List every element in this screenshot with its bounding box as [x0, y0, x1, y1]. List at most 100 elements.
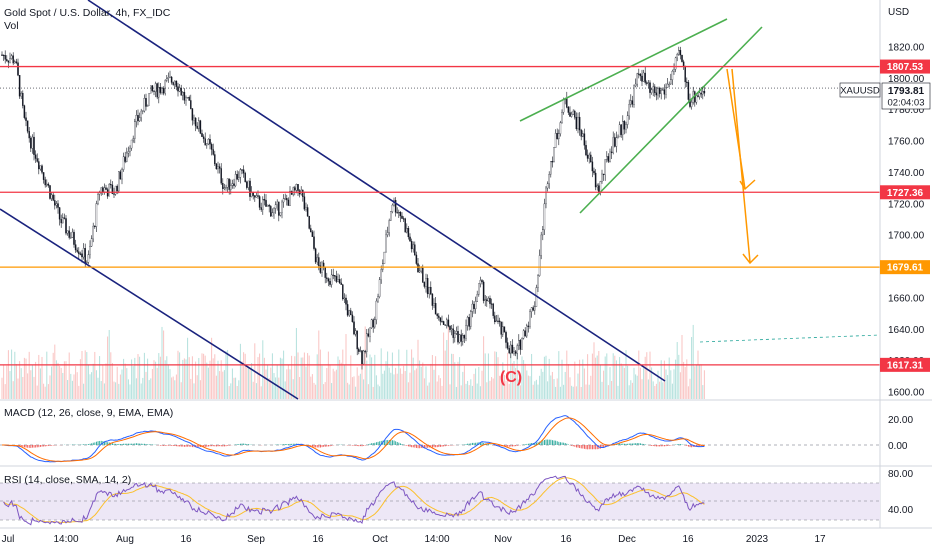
rsi-legend[interactable]: RSI (14, close, SMA, 14, 2)	[4, 474, 132, 486]
volume-bar	[623, 367, 625, 399]
macd-histogram-bar	[220, 445, 222, 447]
volume-bar	[12, 381, 14, 399]
candle-body	[156, 83, 158, 98]
candle-body	[118, 171, 120, 192]
level-tag	[880, 59, 930, 74]
candle-body	[342, 284, 344, 300]
volume-bar	[228, 386, 230, 399]
macd-pane[interactable]	[0, 415, 880, 463]
volume-bar	[351, 377, 353, 399]
price-axis[interactable]: USD 1820.001800.001780.001760.001740.001…	[880, 7, 930, 399]
volume-bar	[599, 364, 601, 399]
macd-legend[interactable]: MACD (12, 26, close, 9, EMA, EMA)	[4, 407, 174, 419]
candle-body	[81, 253, 83, 258]
macd-histogram-bar	[96, 441, 97, 445]
volume-bar	[323, 384, 325, 399]
volume-bar	[156, 367, 158, 399]
volume-bar	[655, 383, 657, 399]
candle-body	[615, 137, 618, 147]
candle-body	[673, 69, 675, 72]
macd-histogram-bar	[558, 441, 560, 445]
volume-bar	[118, 383, 120, 399]
volume-bar	[689, 378, 691, 399]
macd-histogram-bar	[580, 445, 582, 449]
volume-legend[interactable]: Vol	[4, 20, 19, 32]
candle-body	[374, 319, 376, 328]
volume-bar	[27, 373, 29, 399]
volume-bar	[276, 364, 278, 399]
volume-bar	[158, 353, 160, 399]
volume-bar	[185, 359, 187, 399]
channel-lower-line[interactable]	[0, 208, 299, 400]
candle-body	[161, 88, 163, 93]
volume-bar	[111, 363, 113, 399]
candle-body	[503, 326, 506, 333]
volume-bar	[14, 351, 16, 399]
macd-histogram-bar	[184, 445, 185, 447]
candle-body	[601, 173, 603, 182]
macd-histogram-bar	[489, 444, 491, 445]
candle-body	[257, 195, 259, 197]
candle-body	[516, 345, 518, 354]
volume-bar	[262, 340, 264, 399]
macd-histogram-bar	[409, 445, 411, 447]
macd-histogram-bar	[600, 445, 601, 449]
volume-bar	[356, 367, 358, 399]
candle-body	[644, 72, 646, 83]
candle-body	[12, 55, 14, 64]
candle-body	[505, 332, 507, 343]
volume-bar	[243, 352, 245, 399]
candle-body	[545, 187, 547, 205]
rsi-pane[interactable]	[0, 475, 880, 526]
wedge-upper-line[interactable]	[519, 18, 728, 122]
volume-bar	[516, 353, 518, 399]
candle-body	[198, 120, 200, 129]
candle-body	[174, 80, 176, 85]
volume-bar	[395, 367, 397, 399]
macd-histogram-bar	[83, 444, 85, 445]
macd-histogram-bar	[596, 445, 598, 450]
price-pane[interactable]: (C)	[0, 0, 881, 400]
wave-c-label: (C)	[500, 369, 522, 386]
volume-bar	[252, 381, 254, 399]
volume-bar	[212, 358, 214, 399]
candle-body	[114, 185, 117, 195]
candle-body	[452, 328, 454, 338]
symbol-title[interactable]: Gold Spot / U.S. Dollar, 4h, FX_IDC	[4, 7, 171, 19]
volume-bar	[446, 340, 448, 399]
candle-body	[223, 187, 226, 189]
volume-bar	[649, 351, 651, 399]
volume-bar	[527, 375, 529, 399]
candle-body	[577, 116, 579, 130]
volume-bar	[539, 375, 541, 399]
volume-bar	[374, 354, 376, 399]
projection-arrow-2[interactable]	[731, 68, 751, 263]
macd-histogram-bar	[680, 444, 681, 445]
macd-histogram-bar	[515, 445, 517, 447]
channel-upper-line[interactable]	[87, 0, 666, 382]
macd-histogram-bar	[100, 440, 102, 445]
macd-histogram-bar	[320, 445, 321, 448]
time-axis[interactable]: Jul 14:00 Aug 16 Sep 16 Oct 14:00 Nov 16 Dec 16 2023…	[2, 534, 826, 545]
macd-histogram-bar	[488, 444, 489, 445]
macd-histogram-bar	[473, 442, 475, 445]
macd-histogram-bar	[593, 445, 595, 450]
macd-histogram-bar	[579, 445, 581, 449]
macd-histogram-bar	[438, 445, 440, 447]
current-price-value: 1793.81	[888, 86, 925, 97]
volume-bar	[417, 339, 419, 399]
volume-bar	[35, 361, 37, 399]
volume-bar	[598, 350, 600, 399]
candle-body	[2, 54, 5, 56]
volume-bar	[702, 385, 704, 399]
candle-body	[394, 200, 397, 213]
macd-histogram-bar	[225, 445, 227, 447]
volume-bar	[415, 368, 417, 399]
candle-body	[460, 334, 462, 342]
price-tick-label: 1720.00	[888, 199, 925, 210]
macd-histogram-bar	[136, 443, 137, 445]
volume-bar	[678, 354, 680, 399]
wedge-lower-line[interactable]	[579, 26, 763, 214]
macd-histogram-bar	[572, 445, 574, 447]
